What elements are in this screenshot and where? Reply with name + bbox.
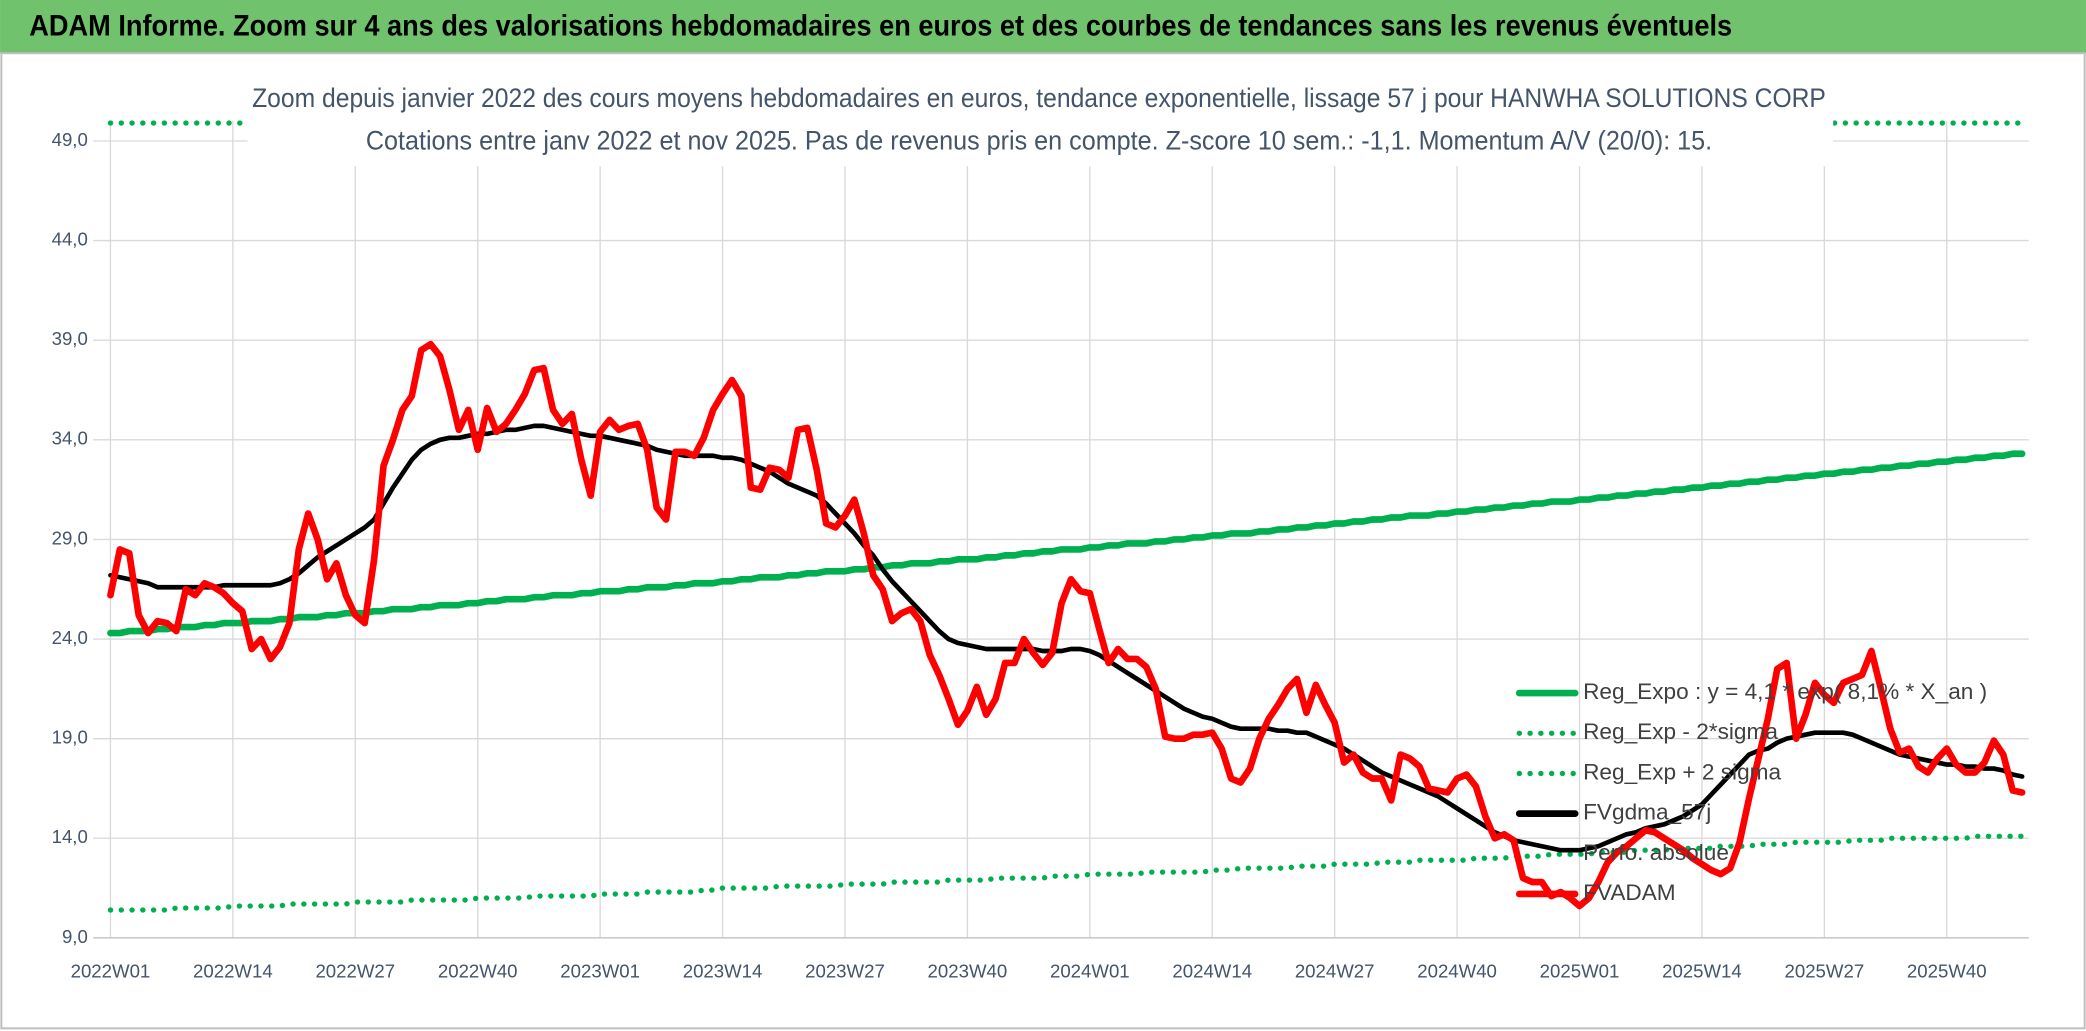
legend-label: Reg_Exp - 2*sigma: [1583, 719, 1778, 744]
y-tick-label: 9,0: [62, 926, 88, 947]
y-tick-label: 29,0: [52, 527, 88, 548]
header-title: ADAM Informe. Zoom sur 4 ans des valoris…: [29, 11, 1732, 43]
x-tick-label: 2025W27: [1785, 960, 1865, 981]
x-tick-label: 2022W14: [193, 960, 273, 981]
chart-subtitle: Cotations entre janv 2022 et nov 2025. P…: [366, 125, 1712, 155]
legend-label: Reg_Expo : y = 4,1 * exp( 8,1% * X_an ): [1583, 679, 1987, 704]
chart-border: [0, 52, 2086, 1030]
x-tick-label: 2023W14: [683, 960, 763, 981]
series-line: [107, 340, 2026, 910]
header-bar: [0, 0, 2086, 54]
y-tick-label: 24,0: [52, 627, 88, 648]
y-tick-label: 34,0: [52, 428, 88, 449]
x-tick-label: 2023W27: [805, 960, 885, 981]
y-tick-label: 19,0: [52, 727, 88, 748]
x-tick-label: 2024W40: [1417, 960, 1497, 981]
x-tick-label: 2025W14: [1662, 960, 1742, 981]
legend-label: FVgdma_57j: [1583, 800, 1711, 825]
x-tick-label: 2024W27: [1295, 960, 1375, 981]
legend-label: Perfo. absolue: [1583, 840, 1729, 865]
y-tick-label: 14,0: [52, 826, 88, 847]
title-box: [247, 73, 1834, 167]
x-tick-label: 2022W40: [438, 960, 518, 981]
y-tick-label: 49,0: [52, 129, 88, 150]
y-tick-label: 44,0: [52, 229, 88, 250]
series-line: [107, 833, 2025, 913]
x-tick-label: 2024W01: [1050, 960, 1130, 981]
legend-label: Reg_Exp + 2 sigma: [1583, 759, 1781, 784]
legend-label: FVADAM: [1583, 880, 1676, 905]
y-tick-label: 39,0: [52, 328, 88, 349]
x-tick-label: 2025W40: [1907, 960, 1987, 981]
series-line: [107, 450, 2026, 637]
x-tick-label: 2022W01: [71, 960, 151, 981]
legend: Reg_Expo : y = 4,1 * exp( 8,1% * X_an ) R…: [1515, 679, 1987, 905]
chart-title: Zoom depuis janvier 2022 des cours moyen…: [252, 83, 1826, 113]
x-tick-label: 2023W40: [928, 960, 1008, 981]
x-tick-label: 2025W01: [1540, 960, 1620, 981]
series-line: [108, 423, 2025, 853]
x-tick-label: 2022W27: [315, 960, 395, 981]
x-tick-label: 2023W01: [560, 960, 640, 981]
x-tick-label: 2024W14: [1172, 960, 1252, 981]
